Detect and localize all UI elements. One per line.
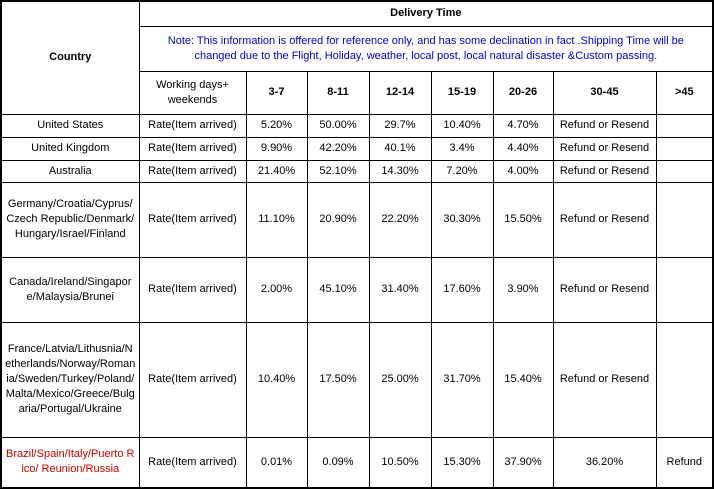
rate-value: Refund (655, 436, 714, 489)
note-row: Note: This information is offered for re… (1, 25, 714, 72)
note-cell: Note: This information is offered for re… (138, 25, 714, 72)
range-header-12-14: 12-14 (368, 70, 432, 115)
table-row-australia: Australia Rate(Item arrived) 21.40% 52.1… (0, 159, 714, 183)
table-row-united-states: United States Rate(Item arrived) 5.20% 5… (0, 113, 714, 138)
country-name: France/Latvia/Lithusnia/Netherlands/Norw… (0, 321, 140, 438)
note-line-1: Note: This information is offered for re… (167, 34, 684, 47)
rate-value: 20.90% (306, 181, 370, 258)
rate-label: Rate(Item arrived) (138, 321, 247, 438)
country-name: Canada/Ireland/Singapore/Malaysia/Brunei (0, 256, 140, 323)
rate-value: 52.10% (306, 159, 370, 183)
note-line-2: changed due to the Flight, Holiday, weat… (194, 49, 658, 62)
table-row-canada-group: Canada/Ireland/Singapore/Malaysia/Brunei… (0, 256, 714, 323)
rate-value: 9.90% (245, 136, 308, 161)
rate-label: Rate(Item arrived) (138, 136, 247, 161)
rate-value (655, 136, 714, 161)
working-days-header: Working days+ weekends (138, 70, 247, 115)
range-header-over-45: >45 (655, 70, 714, 115)
rate-value: 3.4% (430, 136, 494, 161)
rate-value: 15.30% (430, 436, 494, 489)
rate-value: Refund or Resend (552, 113, 657, 138)
country-name: Germany/Croatia/Cyprus/Czech Republic/De… (0, 181, 140, 258)
rate-label: Rate(Item arrived) (138, 159, 247, 183)
rate-value: Refund or Resend (552, 159, 657, 183)
rate-value: 50.00% (306, 113, 370, 138)
rate-value: 15.50% (492, 181, 554, 258)
country-name: Australia (0, 159, 140, 183)
table-row-brazil-group: Brazil/Spain/Italy/Puerto Rico/ Reunion/… (0, 436, 714, 489)
rate-value: Refund or Resend (552, 321, 657, 438)
rate-value (655, 159, 714, 183)
table-row-united-kingdom: United Kingdom Rate(Item arrived) 9.90% … (0, 136, 714, 161)
rate-value: Refund or Resend (552, 256, 657, 323)
rate-value: Refund or Resend (552, 181, 657, 258)
rate-value: 10.40% (430, 113, 494, 138)
rate-value: 10.50% (368, 436, 432, 489)
rate-value: 45.10% (306, 256, 370, 323)
rate-value (655, 321, 714, 438)
rate-value: 30.30% (430, 181, 494, 258)
rate-value: 3.90% (492, 256, 554, 323)
column-headers-row: Working days+ weekends 3-7 8-11 12-14 15… (1, 70, 714, 115)
rate-label: Rate(Item arrived) (138, 436, 247, 489)
rate-value: 42.20% (306, 136, 370, 161)
rate-value: Refund or Resend (552, 136, 657, 161)
rate-value: 37.90% (492, 436, 554, 489)
rate-label: Rate(Item arrived) (138, 113, 247, 138)
rate-value: 40.1% (368, 136, 432, 161)
rate-value: 14.30% (368, 159, 432, 183)
rate-value: 2.00% (245, 256, 308, 323)
rate-value (655, 181, 714, 258)
rate-value: 31.40% (368, 256, 432, 323)
rate-value: 31.70% (430, 321, 494, 438)
rate-value: 5.20% (245, 113, 308, 138)
rate-value: 4.40% (492, 136, 554, 161)
rate-value: 4.70% (492, 113, 554, 138)
delivery-time-title: Delivery Time (138, 0, 714, 27)
country-name: United Kingdom (0, 136, 140, 161)
rate-value: 17.50% (306, 321, 370, 438)
range-header-3-7: 3-7 (245, 70, 308, 115)
rate-value: 21.40% (245, 159, 308, 183)
rate-value: 0.01% (245, 436, 308, 489)
rate-value: 25.00% (368, 321, 432, 438)
rate-value: 17.60% (430, 256, 494, 323)
rate-value: 22.20% (368, 181, 432, 258)
range-header-15-19: 15-19 (430, 70, 494, 115)
rate-value: 36.20% (552, 436, 657, 489)
table-title-row: Country Delivery Time (0, 0, 714, 115)
table-row-france-group: France/Latvia/Lithusnia/Netherlands/Norw… (0, 321, 714, 438)
rate-value: 4.00% (492, 159, 554, 183)
rate-value (655, 113, 714, 138)
table-row-germany-group: Germany/Croatia/Cyprus/Czech Republic/De… (0, 181, 714, 258)
rate-value: 11.10% (245, 181, 308, 258)
rate-value: 0.09% (306, 436, 370, 489)
rate-value: 10.40% (245, 321, 308, 438)
country-name: United States (0, 113, 140, 138)
country-column-header: Country (0, 0, 140, 115)
range-header-30-45: 30-45 (552, 70, 657, 115)
rate-value: 15.40% (492, 321, 554, 438)
rate-label: Rate(Item arrived) (138, 256, 247, 323)
range-header-8-11: 8-11 (306, 70, 370, 115)
rate-value (655, 256, 714, 323)
range-header-20-26: 20-26 (492, 70, 554, 115)
rate-label: Rate(Item arrived) (138, 181, 247, 258)
rate-value: 29.7% (368, 113, 432, 138)
country-name: Brazil/Spain/Italy/Puerto Rico/ Reunion/… (0, 436, 140, 489)
rate-value: 7.20% (430, 159, 494, 183)
